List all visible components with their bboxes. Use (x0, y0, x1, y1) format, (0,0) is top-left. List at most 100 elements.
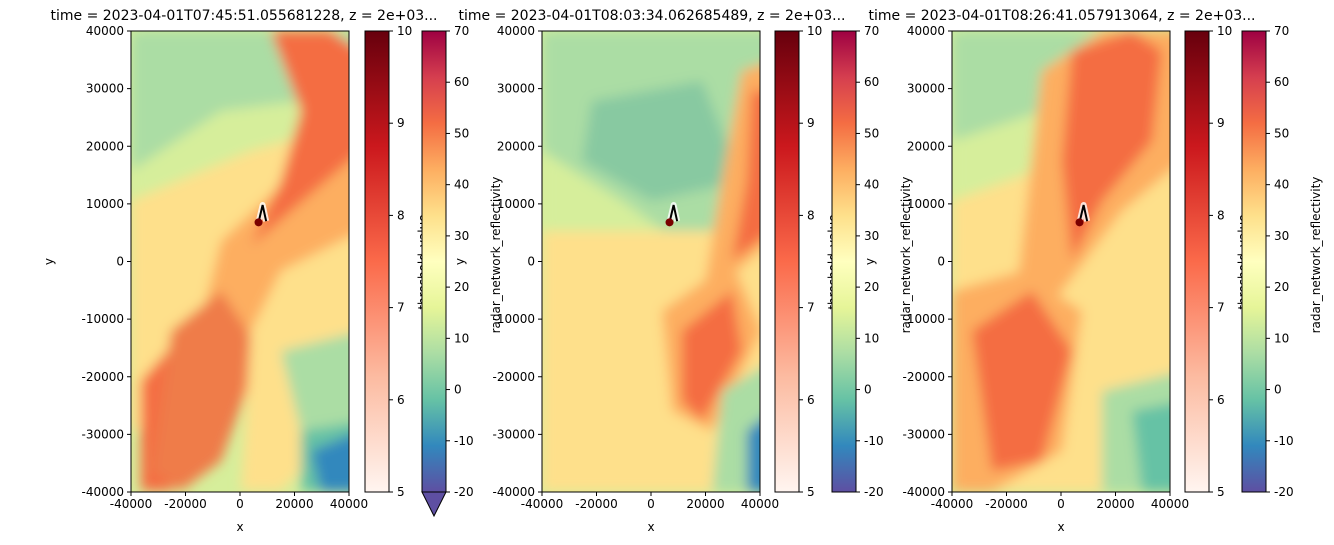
reflectivity-patch-9 (281, 334, 349, 447)
colorbar-tick-label: 0 (864, 383, 872, 397)
colorbar-tick-label: 7 (807, 301, 815, 315)
reflectivity-patch-9 (1132, 403, 1170, 492)
chart-panel-2: -40000 -20000 0 20000 40000-40000-30000-2000… (453, 24, 913, 534)
colorbar-tick-label: 60 (1274, 75, 1289, 89)
x-tick-label: -20000 (985, 497, 1028, 511)
colorbar-label: radar_network_reflectivity (899, 177, 913, 334)
reflectivity-patch-7 (151, 291, 261, 491)
y-tick-label: 20000 (907, 139, 945, 153)
colorbar-reflectivity: -20 -10 0 10 20 30 40 50 60 70 radar_network_refle… (421, 24, 503, 518)
chart-title: time = 2023-04-01T08:26:41.057913064, z … (869, 8, 1256, 24)
y-tick-label: -20000 (492, 370, 535, 384)
x-tick-label: -40000 (931, 497, 974, 511)
colorbar-tick-label: -10 (454, 434, 474, 448)
colorbar-fill (1241, 30, 1267, 493)
heatmap-field (131, 31, 349, 492)
y-tick-label: -30000 (81, 427, 124, 441)
track-line (257, 204, 268, 223)
colorbar-fill (421, 30, 447, 493)
y-tick-label: 10000 (497, 197, 535, 211)
track-start-point (665, 218, 674, 227)
colorbar-tick-label: 60 (864, 75, 879, 89)
chart-title: time = 2023-04-01T08:03:34.062685489, z … (459, 8, 846, 24)
reflectivity-patch-6 (732, 91, 760, 261)
colorbar-tick-label: 30 (1274, 229, 1289, 243)
chart-title: time = 2023-04-01T07:45:51.055681228, z … (51, 8, 438, 24)
colorbar-tick-label: 7 (1217, 301, 1225, 315)
colorbar-reflectivity: -20 -10 0 10 20 30 40 50 60 70 radar_network_refle… (1241, 24, 1323, 499)
x-axis-label: x (236, 520, 243, 534)
colorbar-tick-label: 70 (864, 24, 879, 38)
colorbar-threshold: 5678910threshold_value (1184, 24, 1250, 499)
heatmap-field (952, 31, 1170, 492)
x-tick-label: 20000 (275, 497, 313, 511)
track-start-point (254, 218, 263, 227)
colorbar-tick-label: 50 (864, 126, 879, 140)
reflectivity-patch-8 (682, 291, 742, 421)
colorbar-tick-label: 10 (807, 24, 822, 38)
y-tick-label: 0 (116, 255, 124, 269)
x-tick-label: 40000 (1151, 497, 1189, 511)
colorbar-tick-label: 10 (864, 331, 879, 345)
colorbar-tick-label: 70 (1274, 24, 1289, 38)
colorbar-tick-label: 40 (1274, 178, 1289, 192)
colorbar-tick-label: 8 (807, 208, 815, 222)
colorbar-fill (364, 30, 390, 493)
colorbar-tick-label: 6 (397, 393, 405, 407)
track-line (1078, 204, 1089, 223)
y-tick-label: 30000 (86, 82, 124, 96)
y-tick-label: 20000 (497, 139, 535, 153)
x-tick-label: 40000 (741, 497, 779, 511)
colorbar-tick-label: 9 (807, 116, 815, 130)
y-tick-label: 40000 (86, 24, 124, 38)
colorbar-tick-label: 70 (454, 24, 469, 38)
reflectivity-patch-7 (972, 291, 1072, 471)
y-tick-label: 40000 (907, 24, 945, 38)
colorbar-tick-label: 5 (807, 485, 815, 499)
x-tick-label: -20000 (575, 497, 618, 511)
colorbar-tick-label: 6 (807, 393, 815, 407)
y-tick-label: 0 (527, 255, 535, 269)
y-tick-label: 10000 (86, 197, 124, 211)
colorbar-tick-label: 10 (397, 24, 412, 38)
colorbar-tick-label: 9 (397, 116, 405, 130)
reflectivity-patch-5 (1062, 31, 1162, 261)
y-axis-label: y (863, 258, 877, 265)
colorbar-threshold: 5678910threshold_value (774, 24, 840, 499)
heatmap-field (542, 31, 760, 492)
colorbar-tick-label: -20 (454, 485, 474, 499)
track-line (668, 204, 679, 223)
reflectivity-patch-9 (542, 311, 662, 492)
x-tick-label: -40000 (521, 497, 564, 511)
colorbar-tick-label: 0 (454, 383, 462, 397)
heatmap-image (952, 31, 1170, 492)
colorbar-tick-label: 10 (454, 331, 469, 345)
colorbar-tick-label: 8 (1217, 208, 1225, 222)
colorbar-tick-label: 40 (864, 178, 879, 192)
y-tick-label: 40000 (497, 24, 535, 38)
colorbar-tick-label: 20 (864, 280, 879, 294)
colorbar-fill (1184, 30, 1210, 493)
colorbar-tick-label: 30 (864, 229, 879, 243)
colorbar-tick-label: 40 (454, 178, 469, 192)
y-tick-label: -20000 (902, 370, 945, 384)
y-tick-label: -20000 (81, 370, 124, 384)
reflectivity-patch-11 (747, 420, 760, 492)
colorbar-tick-label: 50 (1274, 126, 1289, 140)
colorbar-tick-label: 30 (454, 229, 469, 243)
colorbar-tick-label: 5 (1217, 485, 1225, 499)
y-tick-label: 20000 (86, 139, 124, 153)
colorbar-tick-label: -10 (864, 434, 884, 448)
heatmap-image (131, 31, 349, 492)
colorbar-tick-label: 8 (397, 208, 405, 222)
y-tick-label: -10000 (492, 312, 535, 326)
colorbar-tick-label: 20 (1274, 280, 1289, 294)
heatmap-image (542, 31, 760, 492)
colorbar-extend-min (421, 491, 447, 518)
x-tick-label: 20000 (686, 497, 724, 511)
y-tick-label: 10000 (907, 197, 945, 211)
colorbar-fill (831, 30, 857, 493)
colorbar-tick-label: 6 (1217, 393, 1225, 407)
track-start-point (1075, 218, 1084, 227)
